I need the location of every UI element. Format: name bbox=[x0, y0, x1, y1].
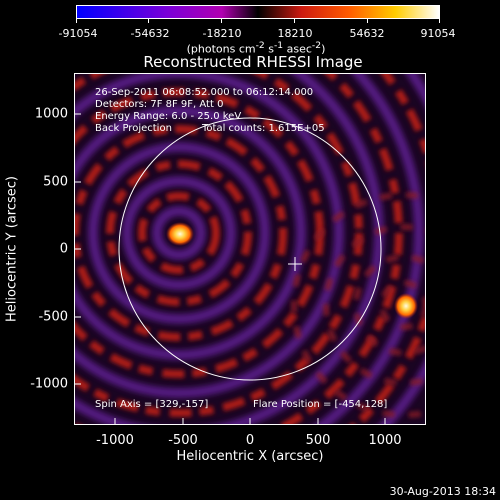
footer-date: 30-Aug-2013 18:34 bbox=[389, 485, 496, 498]
x-axis-label: Heliocentric X (arcsec) bbox=[176, 449, 324, 464]
y-tick-label: 500 bbox=[43, 174, 68, 190]
secondary-source bbox=[394, 293, 418, 319]
rhessi-image bbox=[74, 73, 426, 425]
y-tick-label: 0 bbox=[59, 241, 68, 257]
spin-axis-marker bbox=[288, 257, 302, 271]
plot-title: Reconstructed RHESSI Image bbox=[143, 53, 363, 71]
image-svg bbox=[74, 73, 426, 425]
x-tick-label: 500 bbox=[305, 433, 331, 448]
colorbar-tick-mark bbox=[439, 19, 440, 23]
x-tick-label: -1000 bbox=[96, 433, 134, 448]
colorbar bbox=[76, 5, 440, 19]
energy-range: Energy Range: 6.0 - 25.0 keV bbox=[95, 111, 242, 122]
detectors: Detectors: 7F 8F 9F, Att 0 bbox=[95, 99, 224, 110]
y-axis-label: Heliocentric Y (arcsec) bbox=[4, 176, 20, 322]
red-ripples bbox=[74, 73, 426, 425]
solar-limb bbox=[118, 117, 382, 381]
time-range: 26-Sep-2011 06:08:52.000 to 06:12:14.000 bbox=[95, 87, 314, 98]
x-tick-label: 1000 bbox=[368, 433, 402, 448]
colorbar-tick-mark bbox=[221, 19, 222, 23]
flare-position-label: Flare Position = [-454,128] bbox=[253, 399, 388, 410]
colorbar-tick-label: -54632 bbox=[130, 27, 170, 40]
colorbar-tick-label: 18210 bbox=[277, 27, 313, 40]
colorbar-tick-label: 54632 bbox=[349, 27, 385, 40]
x-tick-label: -500 bbox=[168, 433, 198, 448]
colorbar-units: (photons cm-2 s-1 asec-2) bbox=[186, 40, 326, 56]
total-counts: Total counts: 1.615E+05 bbox=[202, 123, 325, 134]
y-tick-label: -500 bbox=[38, 309, 68, 325]
spin-axis-label: Spin Axis = [329,-157] bbox=[95, 399, 209, 410]
colorbar-tick-label: -91054 bbox=[58, 27, 98, 40]
primary-source bbox=[166, 222, 194, 246]
colorbar-tick-label: -18210 bbox=[202, 27, 242, 40]
colorbar-tick-mark bbox=[294, 19, 295, 23]
colorbar-tick-mark bbox=[148, 19, 149, 23]
colorbar-tick-mark bbox=[76, 19, 77, 23]
colorbar-tick-mark bbox=[367, 19, 368, 23]
y-tick-label: 1000 bbox=[34, 106, 68, 122]
y-tick-label: -1000 bbox=[30, 376, 68, 392]
x-tick-label: 0 bbox=[245, 433, 255, 448]
secondary-ripples bbox=[291, 192, 426, 418]
colorbar-tick-label: 91054 bbox=[420, 27, 456, 40]
method: Back Projection bbox=[95, 123, 172, 134]
